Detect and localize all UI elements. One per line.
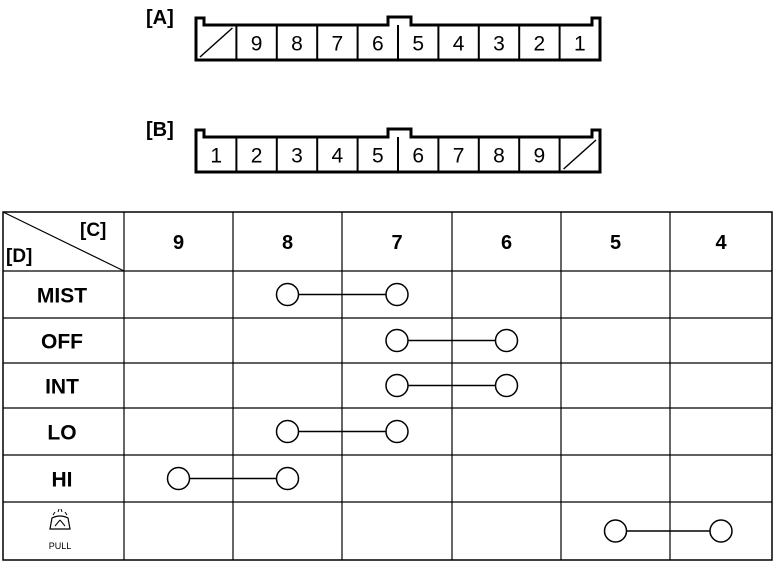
column-header-terminal: 5 [610, 232, 621, 254]
row-label-switch-position: INT [45, 376, 79, 399]
table-border [2, 211, 773, 561]
connector-pin-number: 3 [291, 145, 303, 168]
row-label-switch-position: OFF [41, 331, 83, 354]
terminal-circle [275, 282, 300, 307]
column-header-terminal: 9 [173, 232, 184, 254]
terminal-circle [385, 373, 409, 398]
continuity-connection [385, 373, 519, 398]
blank-cell-slash [199, 27, 233, 58]
connector-pin-number: 7 [332, 33, 344, 56]
column-header-terminal: 7 [391, 232, 402, 254]
connector-b-label: [B] [146, 119, 174, 141]
connector-a: [A] 9 8 7 6 5 4 3 2 1 [146, 7, 602, 62]
column-header-terminal: 8 [282, 232, 293, 254]
connector-pin-number: 5 [372, 145, 384, 168]
connector-pin-number: 8 [291, 33, 303, 56]
terminal-circle [494, 328, 519, 353]
connector-a-label: [A] [146, 7, 174, 29]
continuity-connection [385, 328, 519, 353]
connector-b-outline [194, 127, 602, 174]
connector-pin-number: 2 [534, 33, 546, 56]
connector-pin-number: 2 [251, 145, 263, 168]
row-label-switch-position: LO [47, 422, 76, 445]
corner-diagonal [2, 211, 125, 272]
continuity-table: [C] [D] 9 8 7 6 5 4 MIST OFF INT LO HI PULL [2, 211, 773, 561]
terminal-circle [385, 282, 409, 307]
connector-pin-number: 5 [412, 33, 424, 56]
connector-pin-number: 3 [493, 33, 505, 56]
terminal-circle [385, 419, 409, 444]
connector-pin-number: 1 [210, 145, 222, 168]
terminal-circle [166, 466, 191, 491]
connector-pin-number: 6 [372, 33, 384, 56]
connector-pin-number: 4 [453, 33, 465, 56]
continuity-connection [166, 466, 300, 491]
connector-pin-number: 8 [493, 145, 505, 168]
connector-a-outline [194, 15, 602, 62]
corner-label-c: [C] [80, 220, 106, 241]
row-label-switch-position: MIST [37, 285, 87, 308]
terminal-circle [385, 328, 409, 353]
pull-label: PULL [49, 541, 72, 551]
terminal-circle [603, 519, 628, 543]
connector-pin-number: 4 [332, 145, 344, 168]
connector-pin-number: 1 [574, 33, 586, 56]
column-header-terminal: 6 [501, 232, 512, 254]
connector-pin-number: 6 [412, 145, 424, 168]
continuity-connection [275, 419, 409, 444]
connector-pin-number: 7 [453, 145, 465, 168]
terminal-circle [494, 373, 519, 398]
terminal-circle [275, 419, 300, 444]
continuity-connection [603, 519, 733, 543]
terminal-circle [709, 519, 733, 543]
connector-pin-number: 9 [534, 145, 546, 168]
terminal-circle [275, 466, 300, 491]
connector-b: [B] 1 2 3 4 5 6 7 8 9 [146, 119, 602, 174]
continuity-connection [275, 282, 409, 307]
corner-label-d: [D] [6, 246, 32, 267]
connector-pin-number: 9 [251, 33, 263, 56]
blank-cell-slash [563, 139, 597, 170]
column-header-terminal: 4 [715, 232, 727, 254]
washer-pull-icon: PULL [49, 508, 72, 551]
row-label-switch-position: HI [52, 469, 73, 492]
